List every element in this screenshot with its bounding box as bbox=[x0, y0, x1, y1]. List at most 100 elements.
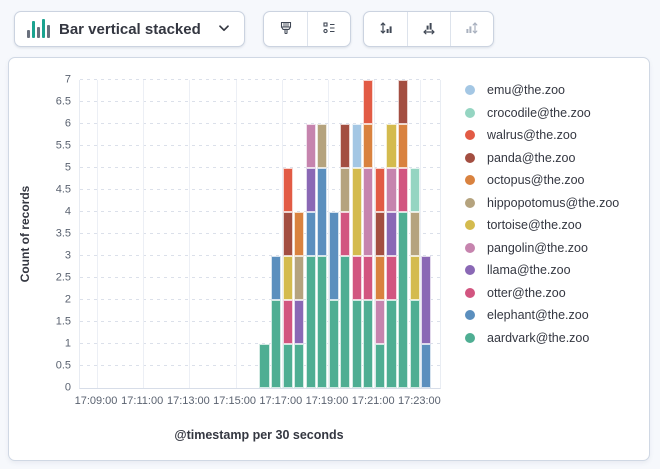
legend-dot-icon bbox=[465, 242, 475, 253]
bar-segment[interactable] bbox=[351, 256, 362, 300]
legend-item[interactable]: emu@the.zoo bbox=[465, 79, 651, 102]
bar-segment[interactable] bbox=[421, 256, 432, 344]
bar-segment[interactable] bbox=[270, 256, 282, 300]
bar-segment[interactable] bbox=[374, 344, 386, 388]
legend-dot-icon bbox=[465, 175, 475, 186]
bar-segment[interactable] bbox=[340, 212, 351, 256]
bar-segment[interactable] bbox=[409, 168, 420, 212]
bar-segment[interactable] bbox=[398, 124, 409, 168]
bar-segment[interactable] bbox=[294, 300, 305, 344]
legend-dot-icon bbox=[465, 287, 475, 298]
bar-segment[interactable] bbox=[317, 168, 328, 256]
bar-segment[interactable] bbox=[294, 344, 305, 388]
legend-item[interactable]: panda@the.zoo bbox=[465, 147, 651, 170]
right-axis-button[interactable] bbox=[450, 12, 493, 46]
bar-segment[interactable] bbox=[398, 80, 409, 124]
legend-label: panda@the.zoo bbox=[487, 150, 576, 165]
legend-item[interactable]: elephant@the.zoo bbox=[465, 304, 651, 327]
bar-segment[interactable] bbox=[317, 124, 328, 168]
y-tick-label: 7 bbox=[64, 73, 71, 86]
legend-dot-icon bbox=[465, 310, 475, 321]
bar-segment[interactable] bbox=[374, 212, 386, 256]
bar-segment[interactable] bbox=[409, 256, 420, 300]
y-tick-label: 0 bbox=[64, 381, 71, 394]
chart-type-dropdown[interactable]: Bar vertical stacked bbox=[14, 11, 245, 47]
y-gridline bbox=[80, 211, 440, 212]
legend-settings-button[interactable] bbox=[307, 12, 350, 46]
legend-item[interactable]: llama@the.zoo bbox=[465, 259, 651, 282]
bar-segment[interactable] bbox=[270, 300, 282, 388]
bar-segment[interactable] bbox=[282, 256, 293, 300]
bar-segment[interactable] bbox=[351, 168, 362, 256]
legend-dot-icon bbox=[465, 85, 475, 96]
bar-segment[interactable] bbox=[386, 168, 397, 212]
y-gridline bbox=[80, 145, 440, 146]
x-tick-label: 17:15:00 bbox=[213, 395, 257, 407]
x-tick-label: 17:19:00 bbox=[305, 395, 349, 407]
bar-segment[interactable] bbox=[386, 256, 397, 300]
bar-segment[interactable] bbox=[340, 256, 351, 388]
bar-segment[interactable] bbox=[282, 212, 293, 256]
bar-segment[interactable] bbox=[363, 124, 374, 168]
y-tick-label: 2.5 bbox=[55, 271, 71, 284]
bar-segment[interactable] bbox=[363, 168, 374, 256]
y-tick-label: 5 bbox=[64, 161, 71, 174]
bar-segment[interactable] bbox=[305, 212, 316, 256]
bar-segment[interactable] bbox=[328, 300, 339, 388]
bar-segment[interactable] bbox=[282, 168, 293, 212]
legend-item[interactable]: pangolin@the.zoo bbox=[465, 237, 651, 260]
bar-segment[interactable] bbox=[409, 212, 420, 256]
bar-segment[interactable] bbox=[317, 256, 328, 388]
bar-segment[interactable] bbox=[305, 124, 316, 168]
bar-segment[interactable] bbox=[294, 256, 305, 300]
legend-item[interactable]: tortoise@the.zoo bbox=[465, 214, 651, 237]
legend-dot-icon bbox=[465, 107, 475, 118]
bottom-axis-button[interactable] bbox=[407, 12, 450, 46]
bar-segment[interactable] bbox=[421, 344, 432, 388]
x-tick-label: 17:23:00 bbox=[397, 395, 441, 407]
x-gridline bbox=[420, 80, 422, 388]
right-axis-icon bbox=[464, 20, 480, 39]
bar-segment[interactable] bbox=[363, 300, 374, 388]
bar-segment[interactable] bbox=[340, 124, 351, 168]
chart-panel: Count of records 0 0.5 1 1.5 2 2.5 3 3.5 4 4.5 5 5.… bbox=[8, 57, 650, 461]
x-axis-ticks: 17:09:00 17:11:00 17:13:00 17:15:00 17:17:00… bbox=[75, 395, 441, 409]
bar-segment[interactable] bbox=[294, 212, 305, 256]
y-tick-label: 1.5 bbox=[55, 315, 71, 328]
bar-segment[interactable] bbox=[386, 212, 397, 256]
bar-segment[interactable] bbox=[386, 300, 397, 388]
bar-segment[interactable] bbox=[374, 300, 386, 344]
bar-segment[interactable] bbox=[351, 124, 362, 168]
y-tick-label: 3 bbox=[64, 249, 71, 262]
legend-item[interactable]: otter@the.zoo bbox=[465, 282, 651, 305]
y-gridline bbox=[80, 79, 440, 80]
legend-label: crocodile@the.zoo bbox=[487, 105, 591, 120]
legend-item[interactable]: hippopotomus@the.zoo bbox=[465, 192, 651, 215]
bar-segment[interactable] bbox=[409, 300, 420, 388]
left-axis-button[interactable] bbox=[364, 12, 407, 46]
bar-segment[interactable] bbox=[398, 168, 409, 212]
bar-segment[interactable] bbox=[340, 168, 351, 212]
legend-item[interactable]: aardvark@the.zoo bbox=[465, 327, 651, 350]
bar-segment[interactable] bbox=[374, 256, 386, 300]
bar-segment[interactable] bbox=[363, 256, 374, 300]
bar-segment[interactable] bbox=[282, 300, 293, 344]
visual-options-button[interactable] bbox=[264, 12, 307, 46]
bar-segment[interactable] bbox=[398, 212, 409, 388]
bar-segment[interactable] bbox=[374, 168, 386, 212]
legend-item[interactable]: walrus@the.zoo bbox=[465, 124, 651, 147]
legend-item[interactable]: crocodile@the.zoo bbox=[465, 102, 651, 125]
bar-segment[interactable] bbox=[305, 168, 316, 212]
bar-segment[interactable] bbox=[282, 344, 293, 388]
legend-label: hippopotomus@the.zoo bbox=[487, 195, 620, 210]
bar-segment[interactable] bbox=[351, 300, 362, 388]
bar-segment[interactable] bbox=[386, 124, 397, 168]
bar-segment[interactable] bbox=[259, 344, 270, 388]
legend-label: pangolin@the.zoo bbox=[487, 240, 588, 255]
legend-item[interactable]: octopus@the.zoo bbox=[465, 169, 651, 192]
bar-segment[interactable] bbox=[363, 80, 374, 124]
bar-segment[interactable] bbox=[328, 212, 339, 300]
y-gridline bbox=[80, 343, 440, 344]
bar-segment[interactable] bbox=[305, 256, 316, 388]
x-axis-title: @timestamp per 30 seconds bbox=[174, 428, 344, 442]
